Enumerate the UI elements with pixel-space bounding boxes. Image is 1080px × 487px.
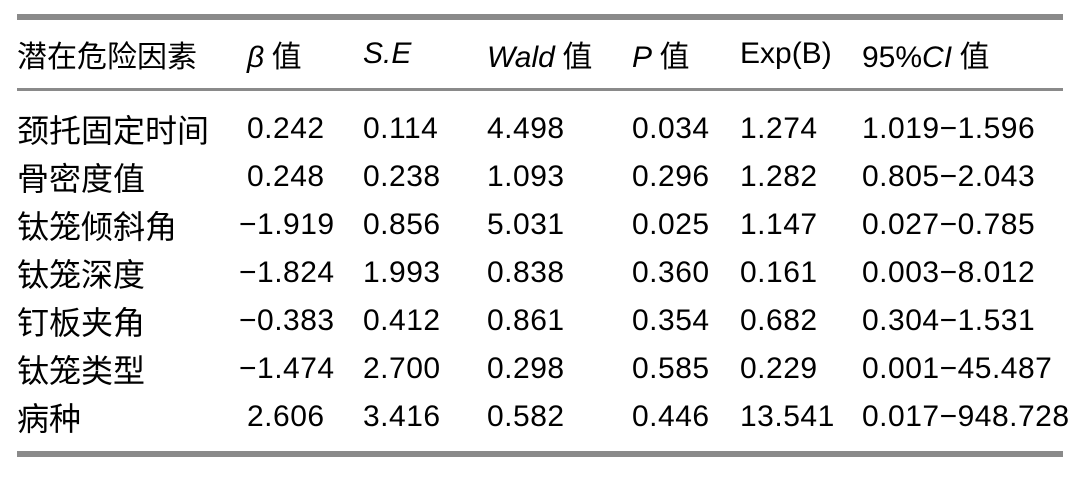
table-row: 病种 2.606 3.416 0.582 0.446 13.541 0.017−… bbox=[17, 393, 1070, 454]
cell-exp-b: 0.682 bbox=[740, 303, 818, 337]
cell-beta: 2.606 bbox=[247, 399, 325, 433]
cell-risk-factor: 钛笼类型 bbox=[17, 352, 146, 389]
header-text: CI bbox=[922, 40, 953, 74]
col-header-exp-b: Exp(B) bbox=[740, 17, 862, 89]
cell-se: 3.416 bbox=[363, 399, 441, 433]
cell-ci: 0.001−45.487 bbox=[862, 351, 1053, 385]
col-header-beta: β 值 bbox=[247, 17, 363, 89]
cell-risk-factor: 钉板夹角 bbox=[17, 304, 146, 341]
cell-wald: 5.031 bbox=[487, 207, 565, 241]
cell-ci: 0.805−2.043 bbox=[862, 159, 1036, 193]
cell-risk-factor: 颈托固定时间 bbox=[17, 112, 210, 149]
cell-exp-b: 0.229 bbox=[740, 351, 818, 385]
col-header-95ci: 95%CI 值 bbox=[862, 17, 1063, 89]
logistic-regression-table: 潜在危险因素 β 值 S.E Wald 值 P 值 Exp(B) bbox=[17, 14, 1070, 457]
cell-beta: −0.383 bbox=[239, 303, 335, 337]
cell-beta: −1.919 bbox=[239, 207, 335, 241]
cell-exp-b: 1.282 bbox=[740, 159, 818, 193]
cell-risk-factor: 病种 bbox=[17, 400, 82, 437]
header-text: 值 bbox=[264, 40, 302, 74]
header-text: β bbox=[247, 40, 265, 74]
cell-se: 0.856 bbox=[363, 207, 441, 241]
header-text: P bbox=[632, 40, 653, 74]
cell-se: 0.238 bbox=[363, 159, 441, 193]
cell-beta: −1.824 bbox=[239, 255, 335, 289]
cell-exp-b: 13.541 bbox=[740, 399, 835, 433]
cell-p: 0.025 bbox=[632, 207, 710, 241]
cell-se: 0.114 bbox=[363, 111, 439, 145]
cell-wald: 0.582 bbox=[487, 399, 565, 433]
cell-exp-b: 1.274 bbox=[740, 111, 818, 145]
cell-se: 1.993 bbox=[363, 255, 441, 289]
col-header-se: S.E bbox=[363, 17, 487, 89]
cell-wald: 1.093 bbox=[487, 159, 565, 193]
cell-ci: 1.019−1.596 bbox=[862, 111, 1036, 145]
cell-beta: 0.248 bbox=[247, 159, 325, 193]
header-row: 潜在危险因素 β 值 S.E Wald 值 P 值 Exp(B) bbox=[17, 17, 1063, 89]
cell-p: 0.360 bbox=[632, 255, 710, 289]
header-text: 值 bbox=[952, 40, 990, 74]
cell-se: 0.412 bbox=[363, 303, 441, 337]
cell-ci: 0.003−8.012 bbox=[862, 255, 1036, 289]
cell-risk-factor: 钛笼倾斜角 bbox=[17, 208, 178, 245]
table-row: 钉板夹角 −0.383 0.412 0.861 0.354 0.682 0.30… bbox=[17, 297, 1063, 345]
header-text: Exp(B) bbox=[740, 36, 832, 70]
header-text: Wald bbox=[487, 40, 555, 74]
cell-p: 0.034 bbox=[632, 111, 710, 145]
table-row: 钛笼类型 −1.474 2.700 0.298 0.585 0.229 0.00… bbox=[17, 345, 1063, 393]
table-row: 颈托固定时间 0.242 0.114 4.498 0.034 1.274 1.0… bbox=[17, 89, 1063, 153]
cell-se: 2.700 bbox=[363, 351, 441, 385]
header-text: S.E bbox=[363, 36, 412, 70]
cell-wald: 0.838 bbox=[487, 255, 565, 289]
cell-p: 0.446 bbox=[632, 399, 710, 433]
cell-ci: 0.027−0.785 bbox=[862, 207, 1036, 241]
cell-ci: 0.304−1.531 bbox=[862, 303, 1036, 337]
col-header-wald: Wald 值 bbox=[487, 17, 632, 89]
cell-beta: 0.242 bbox=[247, 111, 325, 145]
header-text: 潜在危险因素 bbox=[17, 40, 197, 74]
col-header-p: P 值 bbox=[632, 17, 740, 89]
cell-risk-factor: 骨密度值 bbox=[17, 160, 146, 197]
col-header-risk-factor: 潜在危险因素 bbox=[17, 17, 247, 89]
cell-p: 0.354 bbox=[632, 303, 710, 337]
table-row: 钛笼倾斜角 −1.919 0.856 5.031 0.025 1.147 0.0… bbox=[17, 201, 1063, 249]
table-row: 骨密度值 0.248 0.238 1.093 0.296 1.282 0.805… bbox=[17, 153, 1063, 201]
cell-p: 0.296 bbox=[632, 159, 710, 193]
cell-wald: 4.498 bbox=[487, 111, 565, 145]
cell-exp-b: 1.147 bbox=[740, 207, 818, 241]
header-text: 值 bbox=[652, 40, 690, 74]
cell-beta: −1.474 bbox=[239, 351, 335, 385]
table-row: 钛笼深度 −1.824 1.993 0.838 0.360 0.161 0.00… bbox=[17, 249, 1063, 297]
cell-wald: 0.861 bbox=[487, 303, 565, 337]
header-text: 值 bbox=[554, 40, 593, 74]
cell-ci: 0.017−948.728 bbox=[862, 399, 1070, 433]
cell-risk-factor: 钛笼深度 bbox=[17, 256, 146, 293]
header-text: 95% bbox=[862, 40, 923, 74]
cell-p: 0.585 bbox=[632, 351, 710, 385]
cell-wald: 0.298 bbox=[487, 351, 565, 385]
cell-exp-b: 0.161 bbox=[740, 255, 818, 289]
